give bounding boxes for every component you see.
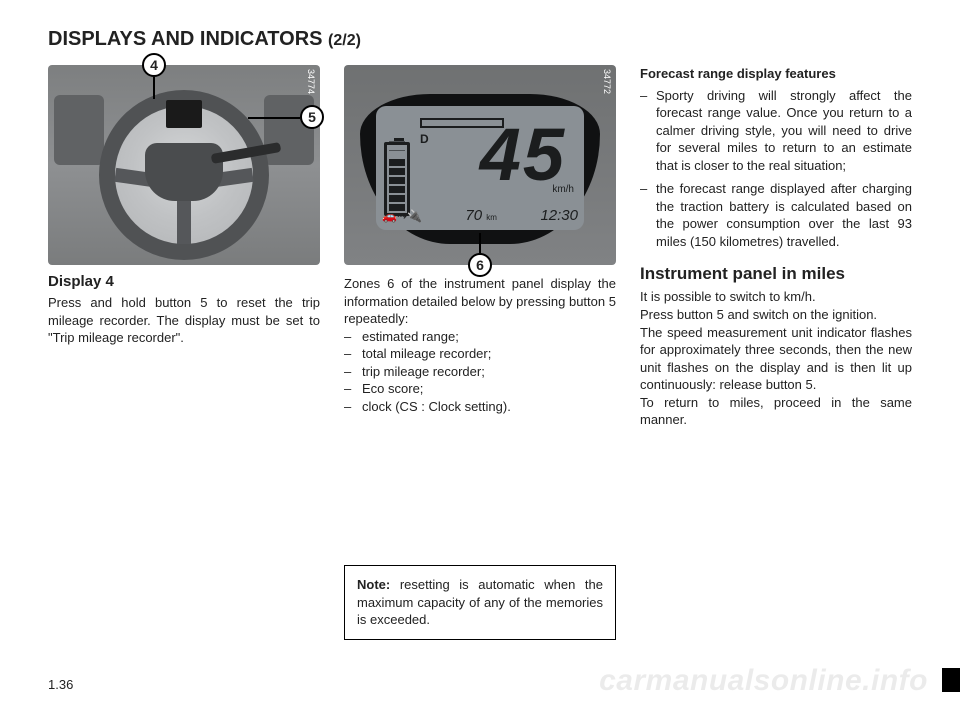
watermark: carmanualsonline.info (599, 664, 928, 698)
list-item: total mileage recorder; (362, 345, 616, 363)
page-number: 1.36 (48, 677, 73, 692)
battery-bar (389, 177, 405, 184)
trip-unit: km (486, 213, 497, 222)
display-heading: Display 4 (48, 273, 320, 290)
title-sub: (2/2) (328, 32, 361, 49)
callout-6: 6 (468, 253, 492, 277)
battery-bar (389, 150, 405, 157)
callout-label: 6 (476, 257, 484, 273)
display-module (166, 100, 202, 128)
heading-text: Display 4 (48, 273, 114, 290)
note-body: resetting is automatic when the maximum … (357, 577, 603, 627)
zones-list: estimated range;total mileage recorder;t… (344, 328, 616, 416)
column-3: Forecast range display features Sporty d… (640, 65, 912, 640)
miles-p1: It is possible to switch to km/h. (640, 288, 912, 306)
column-2: 34772 D 45 km/h 🚗⇢🔌 70 (344, 65, 616, 640)
zones-intro: Zones 6 of the instrument panel display … (344, 275, 616, 328)
title-main: DISPLAYS AND INDICATORS (48, 28, 328, 50)
callout-label: 5 (308, 109, 316, 125)
figure-code: 34774 (306, 69, 316, 94)
figure-lcd: 34772 D 45 km/h 🚗⇢🔌 70 (344, 65, 616, 265)
callout-4: 4 (142, 53, 166, 77)
display-body: Press and hold button 5 to reset the tri… (48, 294, 320, 347)
miles-p4: To return to miles, proceed in the same … (640, 394, 912, 429)
list-item: Sporty driving will strongly affect the … (656, 87, 912, 175)
steering-wheel-icon (99, 90, 269, 260)
page-title: DISPLAYS AND INDICATORS (2/2) (48, 28, 912, 51)
callout-5: 5 (300, 105, 324, 129)
leader-line (479, 233, 481, 253)
callout-label: 4 (150, 57, 158, 73)
miles-p2: Press button 5 and switch on the ignitio… (640, 306, 912, 324)
range-icon: 🚗⇢🔌 (382, 209, 422, 223)
list-item: Eco score; (362, 380, 616, 398)
note-box: Note: resetting is automatic when the ma… (344, 565, 616, 640)
trip-number: 70 (465, 207, 482, 224)
list-item: clock (CS : Clock setting). (362, 398, 616, 416)
battery-icon (384, 142, 410, 216)
speed-unit: km/h (552, 184, 574, 195)
list-item: estimated range; (362, 328, 616, 346)
figure-steering: 34774 4 (48, 65, 320, 265)
trip-value: 70 km (465, 207, 497, 224)
lcd-bottom-row: 🚗⇢🔌 70 km 12:30 (382, 207, 578, 224)
column-1: 34774 4 (48, 65, 320, 640)
edge-mark (942, 668, 960, 692)
drive-mode: D (420, 132, 429, 146)
battery-bar (389, 159, 405, 166)
battery-bar (389, 195, 405, 202)
clock-value: 12:30 (540, 207, 578, 224)
note-label: Note: (357, 577, 390, 592)
forecast-heading: Forecast range display features (640, 65, 912, 83)
lcd-screen: D 45 km/h 🚗⇢🔌 70 km 12:30 (376, 106, 584, 230)
dash-panel (54, 95, 104, 165)
battery-bar (389, 141, 405, 148)
miles-p3: The speed measurement unit indicator fla… (640, 324, 912, 394)
leader-line (248, 117, 300, 119)
leader-line (153, 77, 155, 99)
miles-heading: Instrument panel in miles (640, 264, 912, 284)
battery-bar (389, 168, 405, 175)
list-item: the forecast range displayed after charg… (656, 180, 912, 250)
forecast-list: Sporty driving will strongly affect the … (640, 87, 912, 251)
lcd-bezel: D 45 km/h 🚗⇢🔌 70 km 12:30 (360, 94, 600, 244)
list-item: trip mileage recorder; (362, 363, 616, 381)
figure-code: 34772 (602, 69, 612, 94)
battery-bar (389, 186, 405, 193)
